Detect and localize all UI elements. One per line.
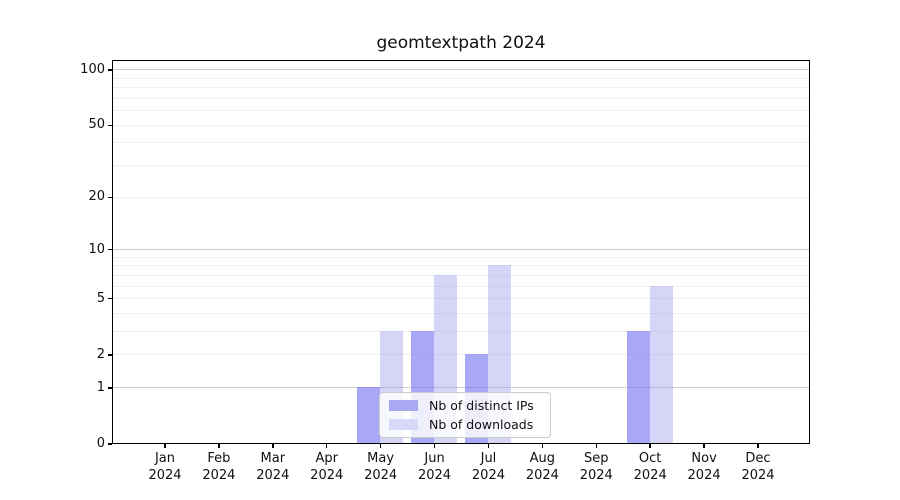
x-tick-label: Jan 2024: [148, 451, 182, 483]
minor-gridline: [113, 77, 809, 79]
minor-gridline: [113, 87, 809, 89]
minor-gridline: [113, 142, 809, 144]
y-tick-mark: [107, 354, 112, 356]
x-tick-mark: [487, 444, 490, 448]
y-tick-label: 0: [96, 436, 105, 451]
minor-gridline: [113, 354, 809, 356]
minor-gridline: [113, 97, 809, 99]
x-tick-mark: [595, 444, 597, 448]
minor-gridline: [113, 312, 809, 314]
minor-gridline: [113, 165, 809, 167]
x-tick-label: Sep 2024: [579, 451, 613, 483]
legend: Nb of distinct IPs Nb of downloads: [379, 392, 551, 438]
y-tick-mark: [107, 387, 112, 389]
y-tick-label: 50: [88, 117, 105, 133]
minor-gridline: [113, 298, 809, 300]
y-tick-label: 5: [96, 290, 105, 306]
bar-distinct-ips-may: [357, 387, 381, 444]
x-tick-label: Oct 2024: [633, 451, 667, 483]
x-tick-mark: [218, 444, 220, 448]
x-tick-label: Aug 2024: [525, 451, 559, 483]
legend-label-downloads: Nb of downloads: [429, 416, 534, 432]
legend-swatch-distinct-ips-icon: [389, 400, 418, 412]
major-gridline: [113, 69, 809, 71]
y-tick-label: 20: [88, 189, 105, 205]
minor-gridline: [113, 331, 809, 333]
chart-title: geomtextpath 2024: [376, 33, 546, 53]
x-tick-mark: [433, 444, 436, 448]
x-tick-label: Jul 2024: [471, 451, 505, 483]
y-tick-label: 1: [96, 379, 105, 395]
x-tick-mark: [164, 444, 166, 448]
legend-label-distinct-ips: Nb of distinct IPs: [429, 398, 534, 414]
y-tick-mark: [107, 248, 112, 251]
x-tick-label: May 2024: [364, 451, 398, 483]
x-tick-label: Nov 2024: [687, 451, 721, 483]
x-tick-label: Jun 2024: [417, 451, 452, 483]
y-tick-mark: [107, 298, 112, 300]
minor-gridline: [113, 274, 809, 276]
y-tick-mark: [107, 443, 112, 445]
legend-item-downloads: Nb of downloads: [389, 417, 542, 432]
bar-distinct-ips-oct: [626, 331, 650, 444]
major-gridline: [113, 249, 809, 251]
bar-downloads-oct: [649, 285, 673, 444]
x-tick-label: Apr 2024: [310, 451, 344, 483]
x-tick-mark: [757, 444, 759, 448]
y-tick-mark: [107, 124, 112, 127]
x-tick-mark: [379, 444, 382, 448]
minor-gridline: [113, 285, 809, 287]
x-tick-mark: [703, 444, 705, 448]
minor-gridline: [113, 196, 809, 198]
plot-area: [112, 60, 810, 444]
x-tick-label: Dec 2024: [741, 451, 775, 483]
y-tick-label: 100: [80, 61, 105, 77]
y-tick-label: 2: [96, 346, 105, 362]
x-tick-label: Feb 2024: [202, 451, 236, 483]
legend-swatch-downloads-icon: [389, 418, 418, 430]
x-tick-label: Mar 2024: [256, 451, 290, 483]
legend-item-distinct-ips: Nb of distinct IPs: [389, 398, 542, 413]
minor-gridline: [113, 265, 809, 267]
minor-gridline: [113, 256, 809, 258]
minor-gridline: [113, 110, 809, 112]
y-tick-mark: [107, 196, 112, 198]
major-gridline: [113, 387, 809, 389]
x-tick-mark: [272, 444, 274, 448]
x-tick-mark: [649, 444, 651, 448]
x-tick-mark: [541, 444, 544, 448]
minor-gridline: [113, 124, 809, 126]
x-tick-mark: [326, 444, 328, 448]
y-tick-mark: [107, 69, 112, 71]
y-tick-label: 10: [88, 241, 105, 257]
